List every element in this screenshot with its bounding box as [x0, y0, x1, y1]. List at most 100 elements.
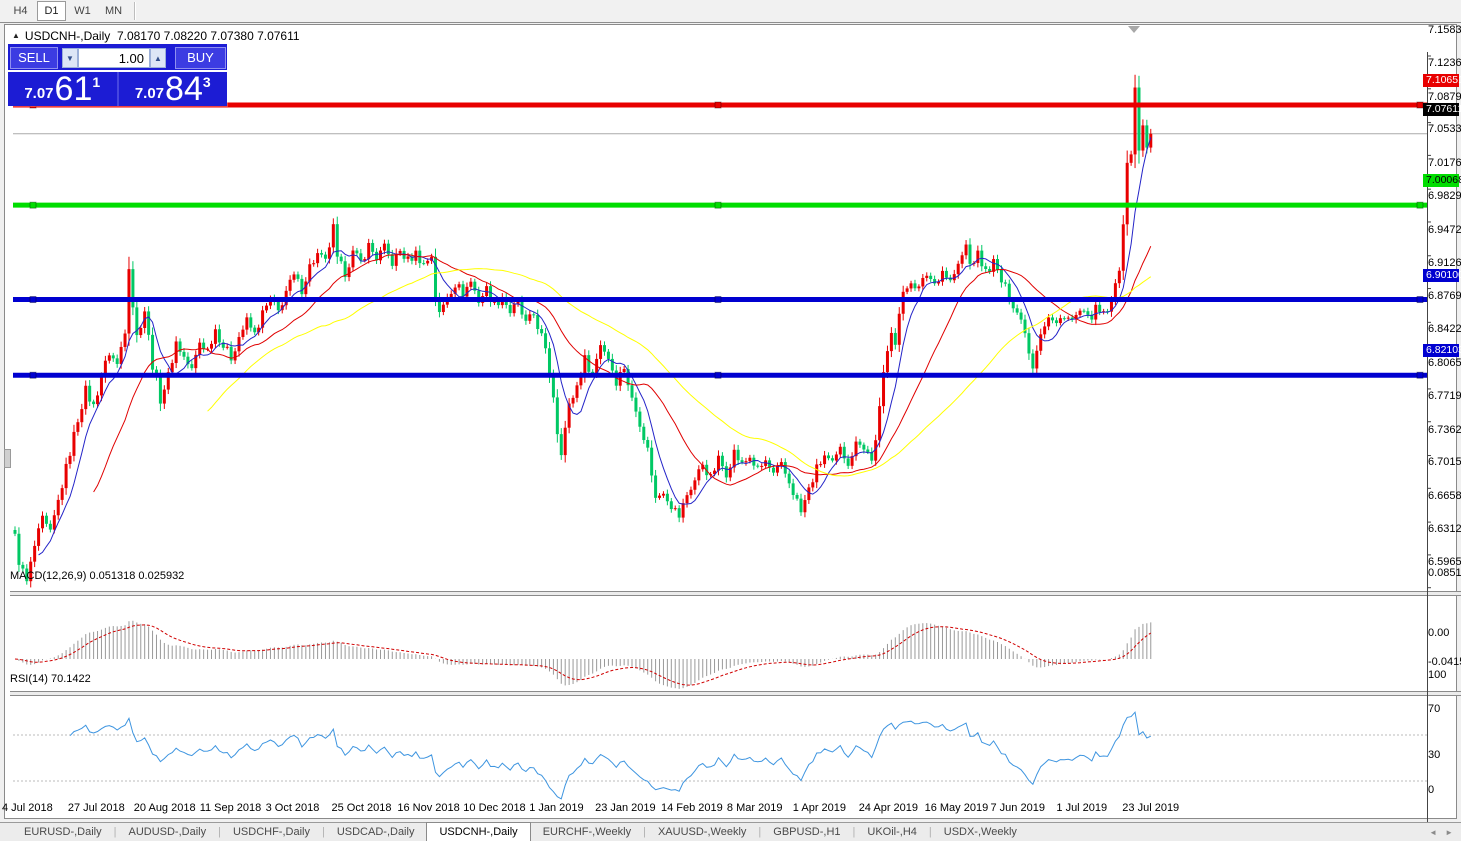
- period-button-D1[interactable]: D1: [37, 1, 66, 21]
- buy-price-big: 84: [165, 70, 203, 108]
- chart-symbol-label: USDCNH-,Daily: [24, 29, 111, 43]
- buy-price-small: 7.07: [134, 85, 165, 102]
- tab-scroll-left-icon[interactable]: ◄: [1429, 828, 1438, 837]
- price-axis-tick: 7.05330: [1428, 123, 1461, 136]
- price-axis-tick: 6.87690: [1428, 290, 1461, 303]
- date-axis-label: 16 May 2019: [924, 802, 989, 814]
- price-axis-tick: 6.98295: [1428, 189, 1461, 202]
- date-axis-label: 25 Oct 2018: [331, 802, 392, 814]
- chart-tab-usdcnh-daily[interactable]: USDCNH-,Daily: [426, 822, 531, 841]
- price-axis-tick: 6.59655: [1428, 555, 1461, 568]
- price-axis-tick: 6.63120: [1428, 522, 1461, 535]
- chart-canvas[interactable]: [10, 50, 1461, 841]
- chart-tab-gbpusd-h1[interactable]: GBPUSD-,H1: [773, 826, 841, 838]
- date-axis-label: 14 Feb 2019: [661, 802, 723, 814]
- price-axis[interactable]: [1422, 24, 1461, 798]
- period-button-MN[interactable]: MN: [104, 5, 123, 17]
- price-axis-tick: 6.73620: [1428, 423, 1461, 436]
- rsi-axis-tick: 70: [1428, 703, 1441, 715]
- price-axis-tick: 6.70155: [1428, 456, 1461, 469]
- chart-ohlc-quotes: 7.08170 7.08220 7.07380 7.07611: [116, 29, 300, 43]
- date-axis-label: 1 Jan 2019: [529, 802, 584, 814]
- tab-separator: |: [321, 826, 325, 838]
- chart-tab-usdx-weekly[interactable]: USDX-,Weekly: [943, 826, 1017, 838]
- price-axis-tick: 6.66585: [1428, 490, 1461, 503]
- sell-price-sup: 1: [92, 74, 101, 90]
- date-axis-label: 3 Oct 2018: [265, 802, 320, 814]
- sell-price-small: 7.07: [24, 85, 54, 102]
- trade-panel-top-row: SELL ▼ 1.00 ▲ BUY: [8, 44, 227, 72]
- volume-decrease-button[interactable]: ▼: [62, 48, 78, 68]
- date-axis-label: 11 Sep 2018: [199, 802, 262, 814]
- rsi-indicator-label: RSI(14) 70.1422: [10, 673, 91, 685]
- rsi-axis-tick: 30: [1428, 749, 1441, 761]
- period-toolbar: H4 D1 W1 MN: [0, 0, 1461, 23]
- chart-title: ▲ USDCNH-,Daily 7.08170 7.08220 7.07380 7…: [12, 29, 300, 43]
- chart-tab-usdcad-daily[interactable]: USDCAD-,Daily: [336, 826, 415, 838]
- collapse-triangle-icon[interactable]: ▲: [12, 31, 20, 40]
- price-axis-tick: 6.84225: [1428, 323, 1461, 336]
- date-axis-label: 7 Jun 2019: [990, 802, 1045, 814]
- chart-tab-audusd-daily[interactable]: AUDUSD-,Daily: [128, 826, 207, 838]
- buy-price[interactable]: 7.07 84 3: [119, 72, 228, 106]
- price-marker-6.90100: 6.90100: [1423, 268, 1461, 282]
- macd-axis-tick: -0.04159: [1428, 656, 1461, 669]
- date-axis-label: 24 Apr 2019: [858, 802, 919, 814]
- price-axis-tick: 6.77190: [1428, 389, 1461, 402]
- tab-separator: |: [218, 826, 221, 838]
- date-axis-label: 8 Mar 2019: [726, 802, 783, 814]
- tab-separator: |: [113, 826, 117, 838]
- tab-scroll-right-icon[interactable]: ►: [1445, 828, 1453, 837]
- price-axis-tick: 7.01760: [1428, 157, 1461, 170]
- chart-tab-eurchf-weekly[interactable]: EURCHF-,Weekly: [542, 826, 632, 838]
- date-axis-label: 16 Nov 2018: [397, 802, 460, 814]
- macd-indicator-label: MACD(12,26,9) 0.051318 0.025932: [10, 570, 185, 582]
- buy-price-sup: 3: [202, 74, 211, 90]
- sell-price[interactable]: 7.07 61 1: [8, 72, 117, 106]
- price-axis-tick: 6.94725: [1428, 223, 1461, 236]
- price-marker-7.00068: 7.00068: [1423, 174, 1461, 188]
- rsi-axis-tick: 100: [1428, 668, 1447, 681]
- volume-increase-button[interactable]: ▲: [150, 48, 166, 68]
- chart-tab-usdchf-daily[interactable]: USDCHF-,Daily: [232, 826, 310, 838]
- sell-button[interactable]: SELL: [10, 46, 58, 69]
- chart-tab-bar: EURUSD-,Daily | AUDUSD-,Daily | USDCHF-,Dail…: [0, 822, 1461, 841]
- current-price-marker: 7.07611: [1423, 102, 1461, 116]
- window-edge-handle[interactable]: [4, 449, 11, 468]
- chart-tab-eurusd-daily[interactable]: EURUSD-,Daily: [24, 826, 102, 838]
- date-axis-label: 1 Jul 2019: [1056, 802, 1108, 814]
- tab-separator: |: [758, 826, 762, 838]
- trade-panel-divider: [116, 72, 119, 106]
- period-button-W1[interactable]: W1: [74, 5, 91, 17]
- chart-tab-xauusd-weekly[interactable]: XAUUSD-,Weekly: [657, 826, 747, 838]
- price-axis-tick: 7.12365: [1428, 56, 1461, 69]
- one-click-trading-panel: SELL ▼ 1.00 ▲ BUY 7.07 61 1 7.07 84 3: [8, 44, 227, 106]
- price-marker-7.10651: 7.10651: [1423, 74, 1461, 88]
- date-axis-label: 23 Jan 2019: [595, 802, 656, 814]
- chart-tab-ukoil-h4[interactable]: UKOil-,H4: [867, 826, 917, 838]
- date-axis-label: 23 Jul 2019: [1122, 802, 1180, 814]
- buy-button[interactable]: BUY: [175, 46, 226, 69]
- date-axis-label: 4 Jul 2018: [2, 802, 53, 814]
- period-button-H4[interactable]: H4: [13, 5, 28, 17]
- price-marker-6.82103: 6.82103: [1423, 344, 1461, 358]
- toolbar-separator: [134, 2, 136, 20]
- macd-axis-tick: 0.00: [1428, 627, 1450, 639]
- sell-price-big: 61: [54, 70, 93, 108]
- price-axis-tick: 6.80655: [1428, 356, 1461, 369]
- price-axis-tick: 7.08795: [1428, 90, 1461, 103]
- tab-separator: |: [852, 826, 856, 838]
- trade-panel-prices: 7.07 61 1 7.07 84 3: [8, 72, 227, 106]
- scroll-position-marker-icon[interactable]: [1128, 26, 1140, 33]
- rsi-axis-tick: 0: [1428, 783, 1435, 796]
- tab-scroll-arrows: ◄ ►: [1429, 823, 1453, 841]
- date-axis-label: 10 Dec 2018: [463, 802, 526, 814]
- date-axis-label: 20 Aug 2018: [133, 802, 196, 814]
- volume-input[interactable]: 1.00: [78, 48, 150, 68]
- price-axis-tick: 6.91260: [1428, 256, 1461, 269]
- price-axis-tick: 7.15830: [1428, 24, 1461, 36]
- tab-separator: |: [643, 826, 646, 838]
- date-axis-label: 27 Jul 2018: [67, 802, 125, 814]
- date-axis-label: 1 Apr 2019: [792, 802, 847, 814]
